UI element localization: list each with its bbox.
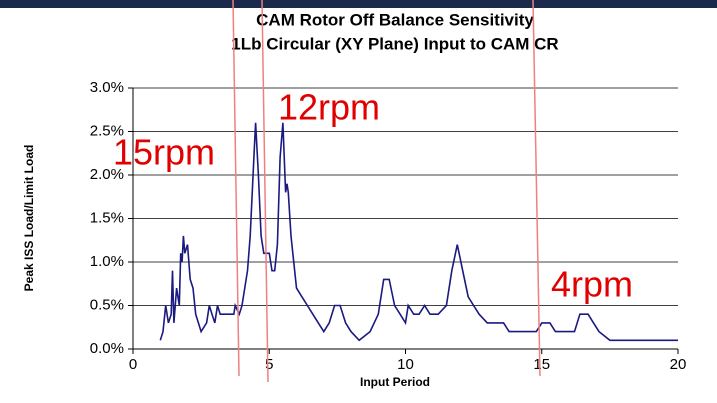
x-tick-label: 20	[670, 356, 687, 373]
data-line	[159, 122, 678, 342]
annotation: 12rpm	[278, 87, 380, 128]
x-tick-label: 5	[265, 356, 273, 373]
top-band	[0, 0, 717, 8]
x-tick-label: 15	[533, 356, 550, 373]
x-tick-label: 10	[397, 356, 414, 373]
annotation: 15rpm	[113, 132, 215, 173]
y-tick-label: 1.5%	[90, 209, 124, 226]
chart-subtitle: 1Lb Circular (XY Plane) Input to CAM CR	[231, 34, 558, 53]
y-tick-label: 2.0%	[90, 166, 124, 183]
marker-line	[261, 0, 269, 383]
y-axis-label: Peak ISS Load/Limit Load	[22, 145, 36, 292]
y-tick-label: 1.0%	[90, 253, 124, 270]
y-tick-label: 0.5%	[90, 296, 124, 313]
y-tick-label: 0.0%	[90, 340, 124, 357]
marker-line	[232, 0, 240, 377]
x-tick-label: 0	[129, 356, 137, 373]
chart-title: CAM Rotor Off Balance Sensitivity	[256, 10, 534, 29]
annotation: 4rpm	[551, 264, 633, 305]
marker-line	[532, 0, 541, 377]
y-tick-label: 2.5%	[90, 122, 124, 139]
y-tick-label: 3.0%	[90, 79, 124, 96]
x-axis-label: Input Period	[360, 375, 430, 389]
plot-area: 0.0% 0.5% 1.0% 1.5% 2.0% 2.5% 3.0% 0 5 10 15 20	[90, 79, 687, 373]
